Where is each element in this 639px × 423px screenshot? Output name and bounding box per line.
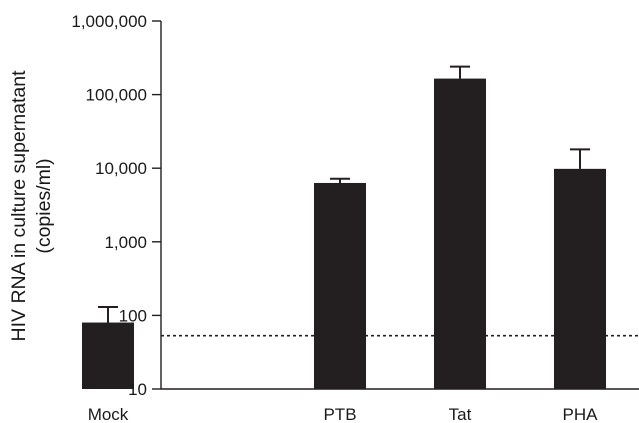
y-tick-label-100: 100 — [119, 306, 147, 325]
y-tick-label-10: 10 — [128, 380, 147, 399]
y-tick-label-1000000: 1,000,000 — [71, 12, 147, 31]
y-tick-label-1000: 1,000 — [104, 233, 147, 252]
x-tick-label-mock: Mock — [88, 405, 129, 423]
bar-tat — [434, 78, 486, 389]
y-axis-title-line-2: (copies/ml) — [33, 158, 55, 253]
y-tick-label-100000: 100,000 — [86, 86, 147, 105]
plot-area: Mock PTB Tat PHA 10 100 1,000 10,000 100,000 1,00… — [71, 12, 639, 423]
y-tick-label-10000: 10,000 — [95, 159, 147, 178]
bar-pha — [554, 168, 606, 389]
x-tick-label-ptb: PTB — [323, 405, 356, 423]
bar-mock — [82, 322, 134, 389]
y-axis-title: HIV RNA in culture supernatant (copies/m… — [8, 70, 55, 342]
y-axis-title-line-1: HIV RNA in culture supernatant — [8, 70, 30, 342]
bar-ptb — [314, 182, 366, 389]
x-tick-label-pha: PHA — [563, 405, 599, 423]
x-tick-label-tat: Tat — [449, 405, 472, 423]
